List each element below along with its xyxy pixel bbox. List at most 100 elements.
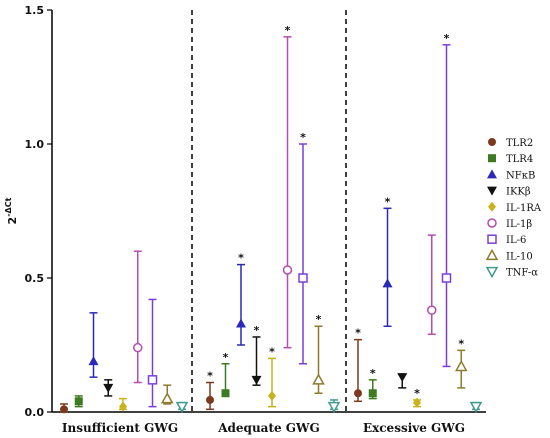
- data-point: [327, 401, 341, 414]
- data-point-group: *: [298, 131, 308, 365]
- legend-marker: [487, 218, 497, 228]
- data-point-group: [133, 250, 143, 384]
- legend-label: IL-1β: [506, 219, 532, 230]
- data-point-group: *: [221, 351, 230, 398]
- y-axis-label-base: 2: [6, 217, 19, 225]
- y-axis-label-superscript: -ΔCt: [4, 197, 13, 216]
- legend-label: TLR4: [506, 154, 533, 165]
- significance-star: *: [444, 32, 450, 45]
- legend-label: NFκB: [506, 170, 535, 181]
- significance-star: *: [316, 313, 322, 326]
- data-point: [251, 375, 262, 385]
- legend-label: IL-6: [506, 235, 526, 246]
- data-point: [60, 405, 68, 414]
- data-point: [133, 342, 143, 353]
- group-label: Insufficient GWG: [62, 421, 178, 435]
- legend-label: TNF-α: [506, 268, 538, 279]
- data-point: [175, 401, 189, 414]
- data-point-group: [327, 399, 341, 414]
- data-point: [103, 383, 114, 393]
- data-point: [427, 305, 437, 315]
- legend-label: IL-1RA: [506, 203, 542, 214]
- data-point: [119, 401, 127, 412]
- data-point-group: [119, 397, 127, 412]
- significance-star: *: [285, 24, 291, 37]
- data-point: [312, 373, 325, 385]
- y-tick-label: 0.5: [25, 272, 45, 285]
- data-point: [413, 397, 421, 408]
- data-point-group: [88, 312, 99, 378]
- legend-marker: [485, 266, 499, 279]
- data-point: [382, 278, 393, 288]
- data-point-group: *: [441, 32, 452, 368]
- legend-marker: [488, 154, 496, 163]
- data-point: [354, 389, 362, 398]
- data-point-group: *: [312, 313, 325, 394]
- legend-marker: [487, 234, 497, 244]
- data-point-group: *: [282, 24, 293, 349]
- data-point-group: *: [382, 195, 393, 327]
- data-point-group: [397, 373, 408, 389]
- axes: 0.0 0.5 1.0 1.5 2-ΔCt Insufficient GWG Adequat…: [4, 4, 486, 435]
- data-point-group: [74, 395, 83, 408]
- data-point-group: *: [206, 370, 214, 411]
- data-point-group: [175, 401, 189, 414]
- significance-star: *: [223, 351, 229, 364]
- y-axis-label: 2-ΔCt: [4, 197, 19, 224]
- data-point: [368, 389, 377, 398]
- data-point-group: *: [454, 337, 468, 389]
- data-point-group: *: [236, 252, 246, 346]
- data-point: [454, 359, 468, 372]
- legend-label: TLR2: [506, 138, 533, 149]
- legend-label: IKKβ: [506, 187, 531, 198]
- data-point: [74, 397, 83, 406]
- group-label: Excessive GWG: [363, 421, 465, 435]
- legend-marker: [485, 248, 499, 261]
- significance-star: *: [385, 195, 391, 208]
- legend-label: IL-10: [506, 251, 533, 262]
- data-point: [298, 273, 308, 283]
- data-point: [469, 401, 483, 414]
- data-point-group: *: [268, 345, 276, 408]
- legend-marker: [488, 201, 496, 212]
- data-point: [282, 265, 293, 275]
- data-point: [268, 390, 276, 401]
- data-point-group: *: [354, 327, 362, 403]
- y-tick-label: 1.5: [25, 4, 45, 17]
- data-point-group: [469, 401, 483, 414]
- significance-star: *: [238, 252, 244, 265]
- data-point: [160, 392, 174, 404]
- significance-star: *: [207, 370, 213, 383]
- significance-star: *: [458, 337, 464, 350]
- legend-marker: [487, 186, 497, 196]
- significance-star: *: [370, 367, 376, 380]
- data-point-group: [147, 298, 158, 408]
- significance-star: *: [414, 387, 420, 400]
- y-tick-label: 1.0: [25, 138, 45, 151]
- data-point: [88, 356, 99, 366]
- significance-star: *: [300, 131, 306, 144]
- significance-star: *: [254, 324, 260, 337]
- data-point: [147, 375, 158, 385]
- significance-star: *: [269, 345, 275, 358]
- data-point-group: *: [368, 367, 377, 400]
- y-tick-label: 0.0: [25, 406, 45, 419]
- data-point: [221, 389, 230, 398]
- data-point-group: [60, 403, 68, 414]
- data-point: [397, 373, 408, 383]
- data-point: [206, 395, 214, 404]
- data-point: [236, 318, 246, 328]
- data-point-group: *: [413, 387, 421, 408]
- data-point-group: [427, 234, 437, 336]
- group-label: Adequate GWG: [217, 421, 320, 435]
- legend-marker: [487, 169, 497, 179]
- significance-star: *: [355, 327, 361, 340]
- legend-marker: [488, 138, 496, 146]
- data-point-group: [103, 379, 114, 397]
- data-point-group: *: [251, 324, 262, 386]
- data-point: [441, 273, 452, 283]
- chart-marks: * * * * * * * * * * * * * *: [60, 24, 483, 414]
- data-point-group: [160, 384, 174, 405]
- legend: TLR2 TLR4 NFκB IKKβ IL-1RA IL-1β IL-6 IL-10 TNF-…: [485, 138, 542, 279]
